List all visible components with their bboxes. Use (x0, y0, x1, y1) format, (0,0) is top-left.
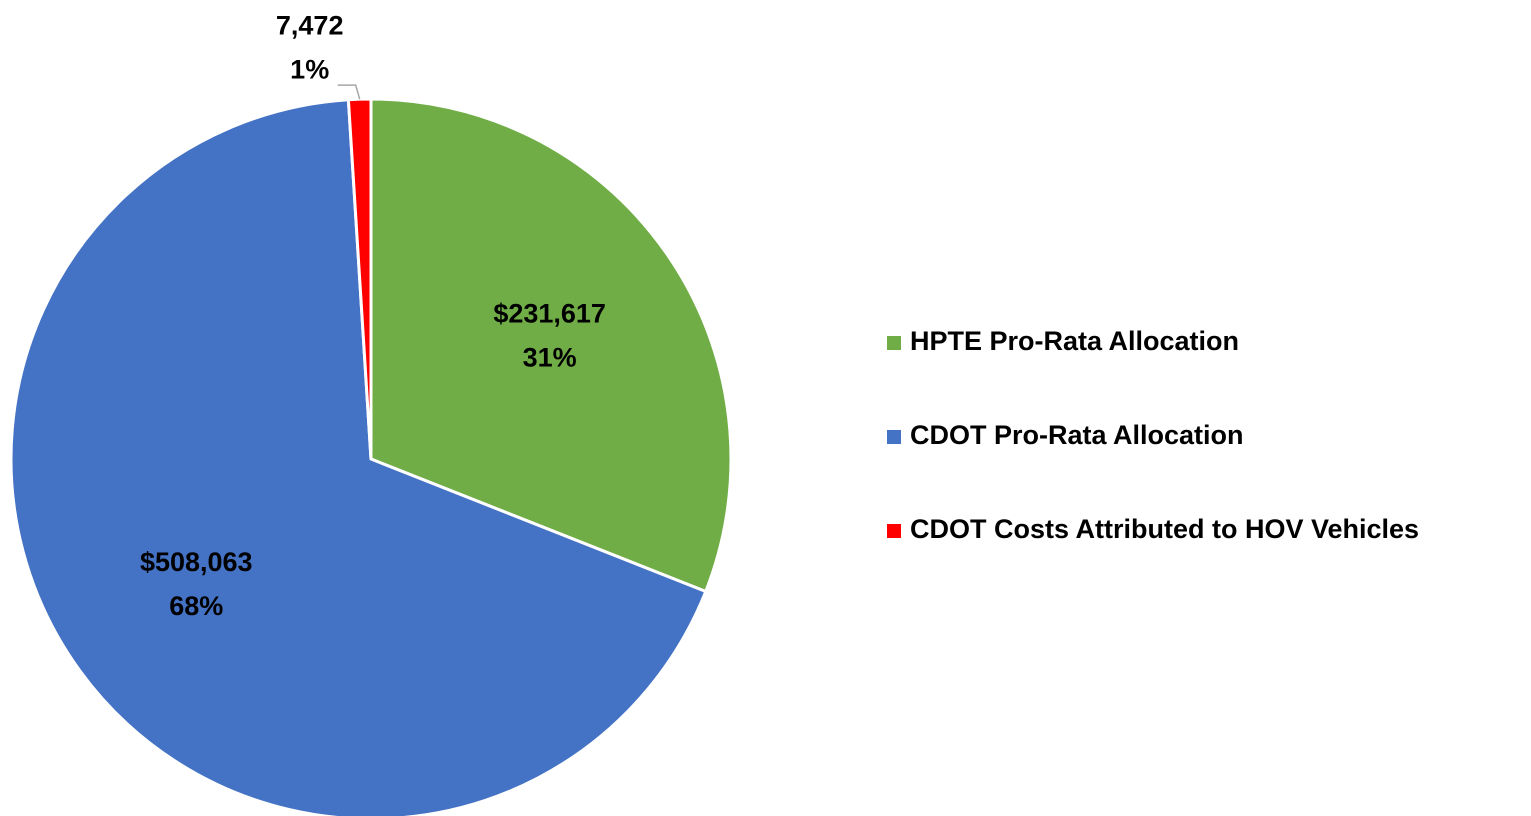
pie-slice (9, 98, 708, 816)
legend-swatch (887, 430, 901, 444)
data-label: $231,617 (493, 299, 606, 329)
legend-label: CDOT Pro-Rata Allocation (910, 420, 1244, 450)
percent-label: 1% (290, 54, 329, 84)
percent-label: 31% (523, 343, 577, 373)
data-label: $508,063 (140, 547, 253, 577)
leader-line (337, 84, 361, 100)
legend-label: HPTE Pro-Rata Allocation (910, 326, 1239, 356)
pie-slice (369, 97, 733, 594)
legend-swatch (887, 336, 901, 350)
legend-swatch (887, 524, 901, 538)
data-label: 7,472 (276, 10, 344, 40)
pie-slice (346, 97, 373, 460)
legend-label: CDOT Costs Attributed to HOV Vehicles (910, 514, 1419, 544)
percent-label: 68% (169, 591, 223, 621)
